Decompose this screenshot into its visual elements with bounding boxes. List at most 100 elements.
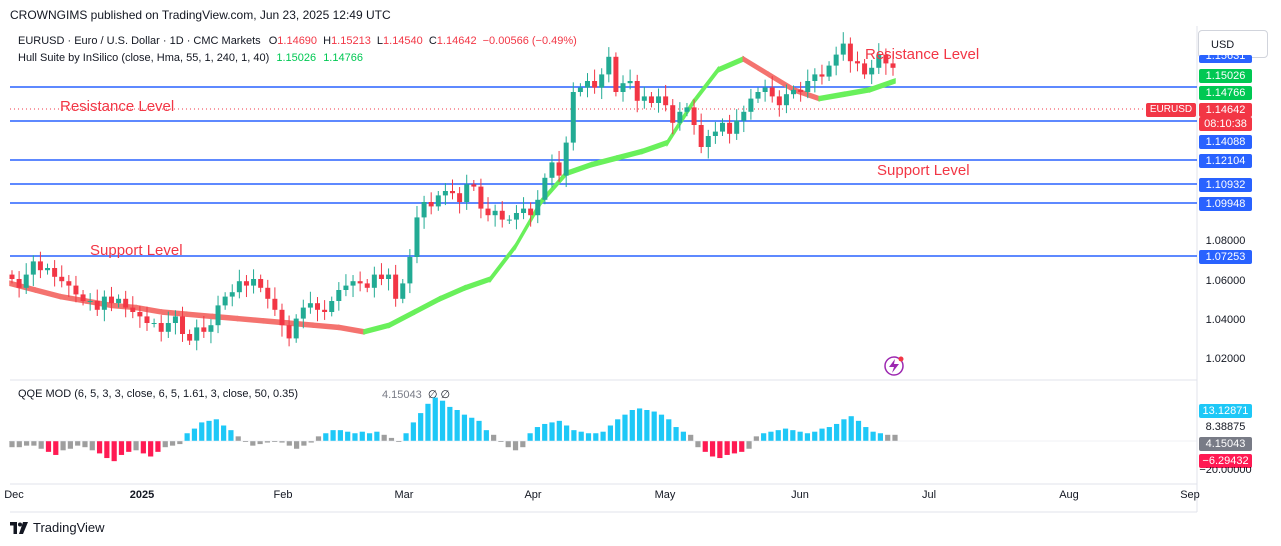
qqe-bar xyxy=(53,441,59,455)
candle xyxy=(386,268,392,291)
tradingview-footer[interactable]: TradingView xyxy=(10,520,105,535)
candle xyxy=(30,255,36,287)
qqe-bar xyxy=(264,441,271,443)
candle xyxy=(187,329,193,345)
qqe-bar xyxy=(60,441,66,451)
qqe-bar xyxy=(418,413,424,441)
candle xyxy=(23,263,29,294)
hull-segment xyxy=(868,77,896,93)
qqe-legend[interactable]: QQE MOD (6, 5, 3, 3, close, 6, 5, 1.61, … xyxy=(18,388,298,400)
candle xyxy=(201,315,207,338)
qqe-bar xyxy=(629,410,635,441)
hull-segment xyxy=(616,148,643,161)
candle xyxy=(513,205,519,230)
qqe-bar xyxy=(133,441,139,451)
lightning-icon[interactable] xyxy=(884,356,904,376)
candle xyxy=(172,310,178,335)
candle xyxy=(705,129,711,159)
axis-level-top: 1.15631 xyxy=(1199,55,1252,63)
candle xyxy=(776,90,782,117)
qqe-bar xyxy=(461,414,468,441)
qqe-bar xyxy=(542,423,548,441)
qqe-bar xyxy=(169,441,176,446)
symbol-legend[interactable]: EURUSD · Euro / U.S. Dollar · 1D · CMC M… xyxy=(18,35,577,47)
hull-segment xyxy=(464,275,492,291)
candle xyxy=(847,37,853,73)
candle xyxy=(307,291,313,314)
candle xyxy=(450,179,455,200)
candle xyxy=(542,173,548,205)
candle xyxy=(80,290,86,306)
open-label: O xyxy=(268,35,278,47)
candle xyxy=(350,275,356,298)
candle xyxy=(599,68,605,100)
qqe-bar xyxy=(396,441,402,442)
candle xyxy=(215,295,221,334)
candle xyxy=(421,195,427,229)
qqe-bar xyxy=(67,441,73,449)
hull-legend[interactable]: Hull Suite by InSilico (close, Hma, 55, … xyxy=(18,52,363,64)
candlesticks xyxy=(9,32,896,351)
qqe-bar xyxy=(571,430,577,441)
time-tick-7: Jul xyxy=(921,489,937,501)
hull-segment xyxy=(565,161,593,177)
hull-title: Hull Suite by InSilico (close, Hma, 55, … xyxy=(18,52,270,64)
candle xyxy=(563,136,569,188)
qqe-bar xyxy=(75,441,81,446)
candle xyxy=(442,183,448,206)
qqe-bar xyxy=(352,433,358,441)
qqe-bar xyxy=(520,441,526,448)
candle xyxy=(236,269,242,299)
candle xyxy=(762,79,768,102)
qqe-bar xyxy=(213,419,219,441)
qqe-bar xyxy=(483,430,489,441)
candle xyxy=(258,274,264,293)
candle xyxy=(37,251,43,279)
qqe-bar xyxy=(191,428,198,441)
axis-level-4: 1.09948 xyxy=(1199,197,1252,211)
qqe-bar xyxy=(709,441,716,457)
qqe-bar xyxy=(564,425,570,441)
axis-hull-1: 1.15026 xyxy=(1199,69,1252,83)
qqe-bar xyxy=(206,420,212,441)
candle xyxy=(783,84,789,114)
hull-segment xyxy=(717,55,745,74)
qqe-bar xyxy=(812,431,818,441)
candle xyxy=(748,88,754,120)
qqe-axis-3: 4.15043 xyxy=(1199,437,1252,451)
candle xyxy=(322,300,328,320)
axis-level-2: 1.12104 xyxy=(1199,154,1252,168)
time-tick-3: Mar xyxy=(394,489,414,501)
candle xyxy=(464,174,470,210)
qqe-bar xyxy=(228,430,234,441)
candle xyxy=(613,52,619,97)
axis-last-price: 1.14642 xyxy=(1199,103,1252,117)
candle xyxy=(108,286,114,312)
qqe-bar xyxy=(673,427,679,441)
qqe-bar xyxy=(746,441,752,449)
candle xyxy=(549,154,555,188)
candle xyxy=(329,296,335,317)
support-label-left: Support Level xyxy=(90,242,183,259)
qqe-bar xyxy=(257,441,263,445)
candle xyxy=(684,103,690,117)
qqe-bar xyxy=(702,441,708,452)
candle xyxy=(606,47,612,83)
qqe-bar xyxy=(330,430,336,441)
qqe-bar xyxy=(724,441,730,455)
qqe-bar xyxy=(272,441,278,442)
tradingview-brand: TradingView xyxy=(33,520,105,535)
qqe-bar xyxy=(31,441,37,446)
hull-segment xyxy=(590,155,618,168)
hull-segment xyxy=(641,139,669,155)
candle xyxy=(400,279,406,304)
qqe-bar xyxy=(425,403,431,441)
time-tick-1: 2025 xyxy=(129,489,155,501)
qqe-bar xyxy=(111,441,117,462)
candle xyxy=(755,87,761,103)
qqe-bar xyxy=(615,419,621,441)
qqe-bar xyxy=(695,441,701,448)
qqe-bar xyxy=(688,434,694,441)
qqe-bar xyxy=(118,441,125,455)
